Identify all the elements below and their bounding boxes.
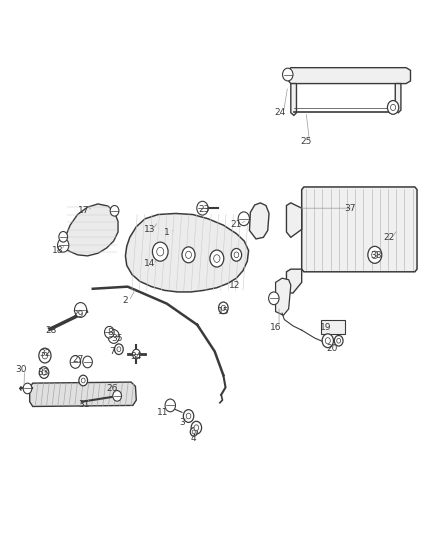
Text: 21: 21 xyxy=(231,220,242,229)
Circle shape xyxy=(157,247,164,256)
Text: 7: 7 xyxy=(110,347,115,356)
Polygon shape xyxy=(63,204,118,256)
Polygon shape xyxy=(276,278,291,316)
Circle shape xyxy=(42,352,48,359)
Circle shape xyxy=(219,302,228,314)
Circle shape xyxy=(197,201,208,215)
Text: 26: 26 xyxy=(107,384,118,393)
Circle shape xyxy=(110,206,119,216)
Text: 38: 38 xyxy=(370,252,381,261)
Polygon shape xyxy=(291,84,297,115)
Text: 8: 8 xyxy=(107,328,113,337)
Polygon shape xyxy=(286,269,302,293)
Circle shape xyxy=(238,212,250,225)
Text: 19: 19 xyxy=(320,323,332,332)
Polygon shape xyxy=(30,382,136,407)
Circle shape xyxy=(221,305,226,311)
Text: 16: 16 xyxy=(270,323,281,332)
Circle shape xyxy=(81,378,85,383)
Circle shape xyxy=(268,292,279,305)
Circle shape xyxy=(70,356,81,368)
Text: 34: 34 xyxy=(131,352,142,361)
Circle shape xyxy=(115,344,123,354)
Text: 3: 3 xyxy=(179,418,185,427)
Circle shape xyxy=(186,413,191,419)
Circle shape xyxy=(132,349,140,359)
Text: 25: 25 xyxy=(300,138,312,147)
Circle shape xyxy=(108,329,119,343)
Text: 33: 33 xyxy=(37,368,49,377)
Circle shape xyxy=(59,231,67,242)
Circle shape xyxy=(113,391,121,401)
Circle shape xyxy=(334,335,343,346)
Text: 32: 32 xyxy=(39,350,51,359)
Text: 20: 20 xyxy=(326,344,338,353)
Circle shape xyxy=(79,375,88,386)
Polygon shape xyxy=(125,214,249,292)
Polygon shape xyxy=(302,187,417,272)
Circle shape xyxy=(372,251,378,259)
Circle shape xyxy=(194,425,199,431)
Circle shape xyxy=(368,246,382,263)
Circle shape xyxy=(325,337,330,344)
Text: 18: 18 xyxy=(52,246,64,255)
Circle shape xyxy=(39,367,49,378)
Text: 31: 31 xyxy=(78,400,90,409)
Circle shape xyxy=(190,427,197,436)
Circle shape xyxy=(74,303,87,317)
Text: 23: 23 xyxy=(198,205,209,214)
Text: 11: 11 xyxy=(157,408,168,417)
Circle shape xyxy=(165,399,176,412)
Text: 30: 30 xyxy=(15,366,27,374)
Circle shape xyxy=(23,383,32,394)
Circle shape xyxy=(184,410,194,422)
Circle shape xyxy=(57,238,69,252)
Circle shape xyxy=(42,370,46,375)
Text: 29: 29 xyxy=(72,310,83,319)
Bar xyxy=(321,319,345,334)
Circle shape xyxy=(322,334,333,348)
Text: 4: 4 xyxy=(190,434,196,443)
Text: 37: 37 xyxy=(344,204,355,213)
Circle shape xyxy=(210,250,224,267)
Polygon shape xyxy=(289,68,410,84)
Circle shape xyxy=(388,101,399,114)
Circle shape xyxy=(152,242,168,261)
Circle shape xyxy=(234,252,239,257)
Text: 24: 24 xyxy=(274,108,286,117)
Circle shape xyxy=(186,251,191,259)
Text: 22: 22 xyxy=(383,233,394,242)
Circle shape xyxy=(391,104,396,110)
Circle shape xyxy=(182,247,195,263)
Text: 28: 28 xyxy=(46,326,57,335)
Circle shape xyxy=(192,430,195,434)
Circle shape xyxy=(231,248,242,261)
Circle shape xyxy=(83,356,92,368)
Text: 13: 13 xyxy=(144,225,155,234)
Circle shape xyxy=(214,255,220,262)
Text: 15: 15 xyxy=(218,307,229,316)
Circle shape xyxy=(283,68,293,81)
Polygon shape xyxy=(286,203,302,237)
Polygon shape xyxy=(250,203,269,239)
Text: 27: 27 xyxy=(72,355,83,364)
Text: 1: 1 xyxy=(164,228,170,237)
Text: 35: 35 xyxy=(111,334,123,343)
Circle shape xyxy=(191,421,201,434)
Text: 17: 17 xyxy=(78,206,90,215)
Circle shape xyxy=(39,348,51,363)
Circle shape xyxy=(337,338,341,343)
Text: 14: 14 xyxy=(144,260,155,268)
Polygon shape xyxy=(395,84,401,113)
Circle shape xyxy=(105,326,114,338)
Text: 2: 2 xyxy=(123,296,128,305)
Circle shape xyxy=(117,347,121,352)
Text: 12: 12 xyxy=(229,280,240,289)
